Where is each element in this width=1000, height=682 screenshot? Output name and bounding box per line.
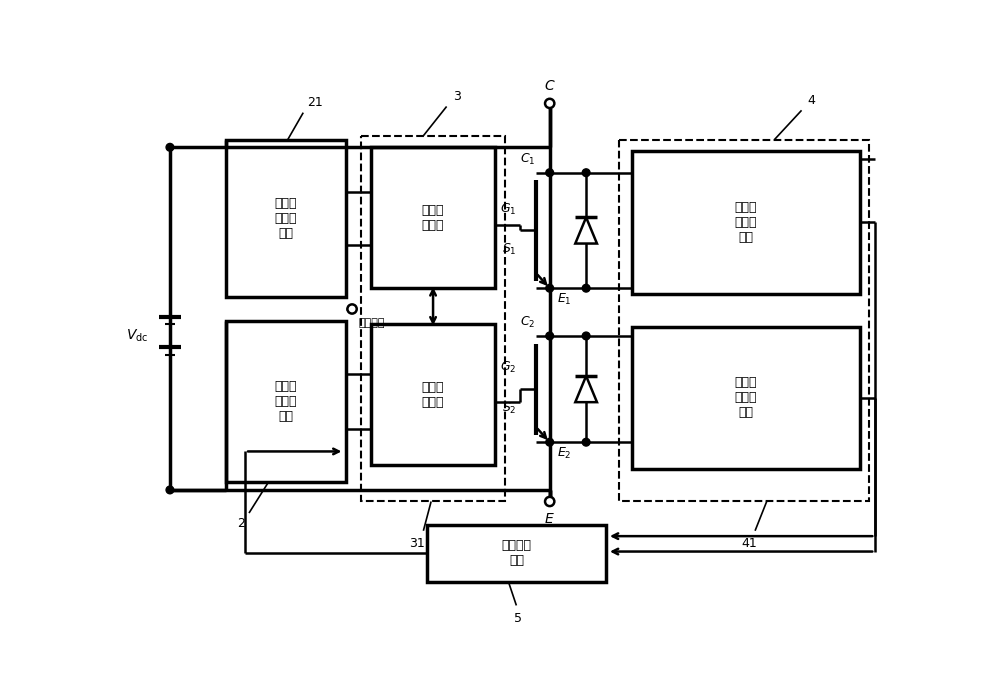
Text: $C_1$: $C_1$ xyxy=(520,151,536,166)
Bar xyxy=(226,140,346,297)
Circle shape xyxy=(545,99,554,108)
Text: $E_2$: $E_2$ xyxy=(557,446,572,461)
Text: 驱动信号: 驱动信号 xyxy=(358,318,385,328)
Text: $C$: $C$ xyxy=(544,78,556,93)
Circle shape xyxy=(582,332,590,340)
Text: 第一驱
动电路: 第一驱 动电路 xyxy=(422,204,444,232)
Circle shape xyxy=(546,284,554,292)
Text: 第一电
压测量
电路: 第一电 压测量 电路 xyxy=(735,201,757,244)
Text: $G_1$: $G_1$ xyxy=(500,201,516,217)
Bar xyxy=(632,151,860,293)
Text: 41: 41 xyxy=(742,537,758,550)
Circle shape xyxy=(582,169,590,177)
Text: 31: 31 xyxy=(409,537,425,550)
Text: $S_2$: $S_2$ xyxy=(502,400,516,416)
Bar xyxy=(371,147,495,288)
Polygon shape xyxy=(575,218,597,243)
Circle shape xyxy=(582,284,590,292)
Circle shape xyxy=(347,304,357,314)
Text: 第二驱
动电路: 第二驱 动电路 xyxy=(422,381,444,409)
Text: $V_{\mathrm{dc}}$: $V_{\mathrm{dc}}$ xyxy=(126,328,148,344)
Text: 4: 4 xyxy=(808,94,816,107)
Text: 2: 2 xyxy=(237,517,245,530)
Circle shape xyxy=(582,439,590,446)
Text: 第二电
压测量
电路: 第二电 压测量 电路 xyxy=(735,376,757,419)
Circle shape xyxy=(166,486,174,494)
Bar xyxy=(619,140,869,501)
Circle shape xyxy=(545,497,554,506)
Text: 5: 5 xyxy=(514,612,522,625)
Text: $G_2$: $G_2$ xyxy=(500,360,516,375)
Text: $S_1$: $S_1$ xyxy=(502,242,516,257)
Text: 21: 21 xyxy=(307,95,323,109)
Bar xyxy=(632,327,860,469)
Circle shape xyxy=(166,143,174,151)
Text: 第一可
控驱动
电源: 第一可 控驱动 电源 xyxy=(275,197,297,240)
Polygon shape xyxy=(575,376,597,402)
Text: $C_2$: $C_2$ xyxy=(520,314,536,330)
Bar xyxy=(371,325,495,465)
Text: 第二可
控驱动
电源: 第二可 控驱动 电源 xyxy=(275,380,297,423)
Text: $E$: $E$ xyxy=(544,512,555,527)
Circle shape xyxy=(546,439,554,446)
Text: 3: 3 xyxy=(453,91,461,104)
Circle shape xyxy=(546,332,554,340)
Bar xyxy=(226,321,346,482)
Text: $E_1$: $E_1$ xyxy=(557,292,572,307)
Circle shape xyxy=(546,169,554,177)
Bar xyxy=(361,136,505,501)
Bar xyxy=(427,524,606,582)
Text: 均压调节
模块: 均压调节 模块 xyxy=(501,539,531,567)
